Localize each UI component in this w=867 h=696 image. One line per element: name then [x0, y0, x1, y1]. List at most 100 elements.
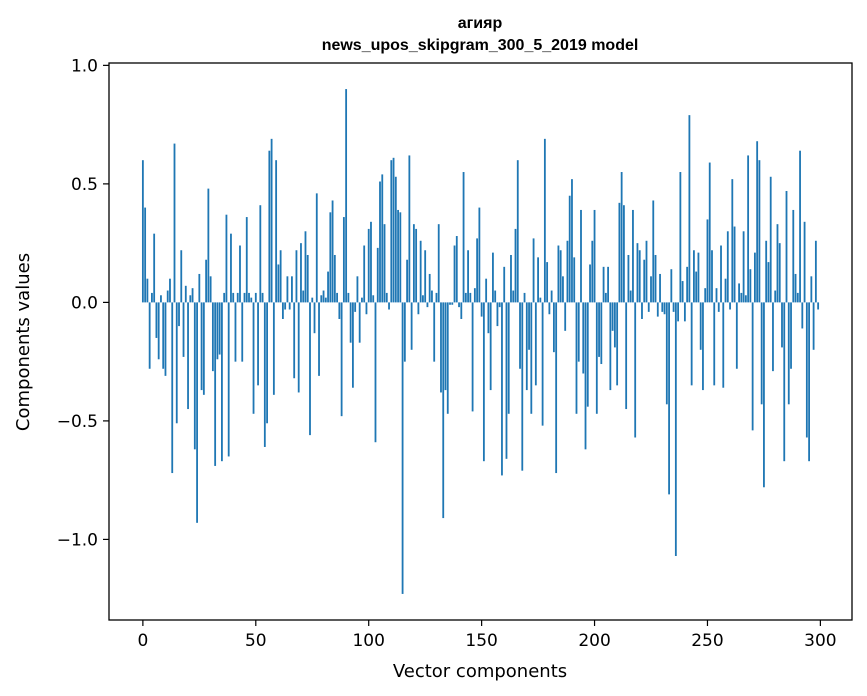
bar-129: [433, 302, 436, 362]
bar-292: [801, 302, 804, 329]
bar-145: [469, 292, 472, 303]
bar-263: [735, 302, 738, 369]
bar-184: [557, 245, 560, 303]
bar-266: [742, 231, 745, 303]
bar-36: [223, 292, 226, 303]
bar-108: [385, 292, 388, 303]
bar-23: [193, 302, 196, 450]
bar-289: [794, 273, 797, 303]
bar-28: [205, 259, 208, 303]
bar-214: [625, 302, 628, 410]
bar-111: [392, 157, 395, 303]
bar-296: [810, 276, 813, 303]
bar-128: [431, 290, 433, 303]
bar-273: [758, 160, 761, 303]
bar-160: [503, 266, 506, 303]
bar-71: [302, 290, 305, 303]
bar-89: [342, 217, 345, 303]
bar-49: [252, 302, 255, 414]
bar-236: [674, 302, 677, 556]
bar-100: [367, 228, 370, 303]
bar-192: [575, 302, 578, 414]
bar-65: [288, 302, 291, 310]
bar-194: [580, 209, 582, 303]
bar-39: [230, 233, 232, 303]
bar-30: [209, 276, 212, 303]
bar-127: [428, 273, 431, 303]
bar-42: [236, 292, 239, 303]
bar-230: [661, 302, 664, 312]
bar-126: [426, 302, 429, 308]
bar-193: [577, 302, 580, 362]
bar-204: [602, 266, 605, 303]
bar-188: [566, 240, 569, 303]
bar-105: [379, 181, 381, 303]
bar-38: [227, 302, 230, 457]
bar-229: [659, 273, 661, 303]
bar-43: [239, 245, 241, 303]
chart-subtitle: news_upos_skipgram_300_5_2019 model: [322, 37, 639, 54]
bar-32: [214, 302, 217, 466]
bar-60: [277, 264, 280, 303]
bar-212: [620, 172, 623, 303]
bar-138: [453, 245, 456, 303]
bar-171: [528, 302, 530, 350]
bar-178: [543, 138, 546, 303]
bar-288: [792, 209, 795, 303]
bar-146: [471, 302, 474, 412]
bar-191: [573, 257, 576, 303]
bar-232: [665, 302, 668, 405]
bar-261: [731, 179, 734, 303]
bar-206: [607, 266, 609, 303]
bar-158: [498, 302, 501, 308]
bar-125: [424, 250, 427, 303]
bar-152: [485, 278, 488, 303]
bar-283: [781, 302, 783, 348]
bar-11: [166, 290, 169, 303]
bar-216: [629, 290, 632, 303]
bar-33: [216, 302, 219, 360]
bar-255: [717, 302, 720, 312]
bar-149: [478, 207, 481, 303]
chart-title: агияр: [458, 15, 503, 32]
x-axis-label: Vector components: [393, 661, 567, 682]
bar-213: [623, 205, 625, 303]
bar-156: [494, 290, 497, 303]
bar-116: [403, 302, 406, 362]
bar-17: [180, 250, 183, 303]
x-tick-label: 100: [352, 631, 384, 651]
bar-211: [618, 202, 621, 303]
bar-202: [598, 302, 600, 357]
bar-241: [686, 266, 689, 303]
bar-29: [207, 188, 210, 303]
bar-19: [184, 285, 187, 303]
bar-217: [632, 209, 634, 303]
bar-291: [799, 150, 801, 303]
bar-262: [733, 226, 736, 303]
bar-251: [708, 162, 711, 303]
bar-80: [322, 290, 325, 303]
bar-57: [270, 138, 273, 303]
x-tick-label: 0: [137, 631, 148, 651]
bar-103: [374, 302, 377, 443]
bar-143: [464, 292, 467, 303]
bar-119: [410, 302, 413, 350]
bar-83: [329, 212, 332, 303]
bar-284: [783, 302, 786, 462]
bar-121: [415, 228, 418, 303]
bar-6: [155, 302, 158, 338]
bar-223: [645, 240, 648, 303]
bar-248: [702, 302, 704, 391]
bar-238: [679, 172, 682, 303]
bar-137: [451, 302, 454, 305]
bar-167: [519, 302, 521, 369]
bar-172: [530, 302, 533, 414]
bar-253: [713, 302, 716, 386]
bar-8: [160, 295, 162, 303]
bar-153: [487, 302, 490, 334]
bar-27: [202, 302, 205, 395]
bar-37: [225, 214, 228, 303]
bar-221: [641, 302, 643, 319]
bar-240: [683, 302, 686, 322]
bar-299: [817, 302, 820, 310]
